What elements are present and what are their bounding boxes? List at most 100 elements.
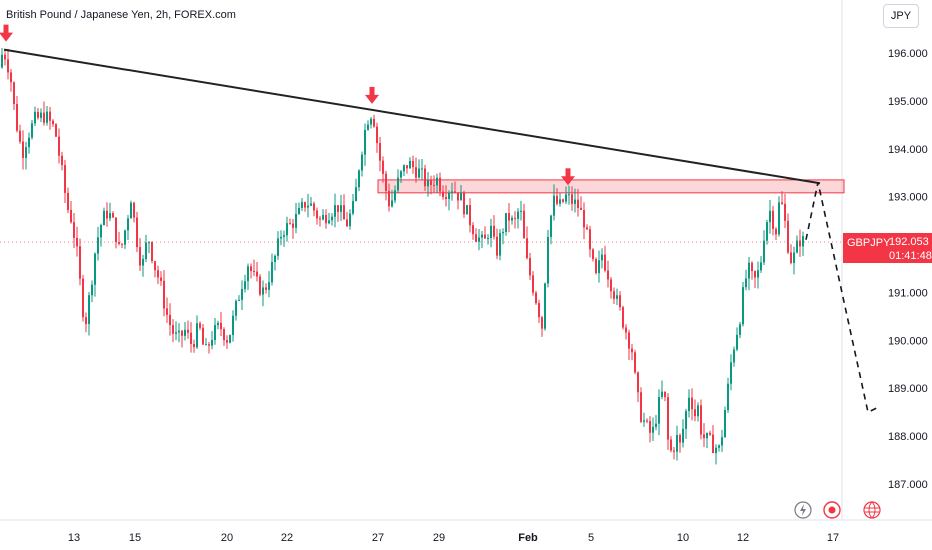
candle-body	[553, 195, 555, 216]
candle-body	[328, 220, 330, 224]
candle-body	[592, 249, 594, 260]
candle-body	[634, 352, 636, 373]
candle-body	[52, 120, 54, 125]
arrow-head	[561, 176, 575, 186]
candle-body	[568, 194, 570, 196]
candle-body	[472, 225, 474, 235]
candle-body	[403, 165, 405, 172]
trendline	[3, 48, 821, 185]
candle-body	[559, 199, 561, 204]
candle-body	[88, 295, 90, 325]
record-icon[interactable]	[822, 500, 842, 520]
price-tick-label: 191.000	[888, 287, 928, 299]
candle-body	[313, 203, 315, 211]
candle-body	[763, 240, 765, 263]
candle-body	[607, 270, 609, 280]
candle-body	[148, 242, 150, 244]
currency-button[interactable]: JPY	[883, 4, 919, 28]
globe-icon[interactable]	[862, 500, 882, 520]
candle-body	[67, 192, 69, 210]
candle-body	[547, 236, 549, 284]
candle-body	[487, 237, 489, 239]
price-tick-label: 194.000	[888, 144, 928, 156]
price-label-symbol: GBPJPY	[847, 237, 891, 249]
candle-body	[775, 228, 777, 235]
candle-body	[238, 299, 240, 301]
candle-body	[733, 349, 735, 363]
candle-body	[793, 252, 795, 263]
candle-body	[583, 209, 585, 228]
candle-body	[31, 123, 33, 138]
candle-body	[310, 203, 312, 206]
arrow-shaft	[565, 168, 571, 178]
candle-body	[205, 344, 207, 346]
candle-body	[532, 275, 534, 293]
candle-body	[301, 202, 303, 208]
candle-body	[730, 362, 732, 384]
candle-body	[565, 194, 567, 202]
candle-body	[511, 217, 513, 221]
time-tick-label: 17	[827, 532, 839, 544]
candle-body	[754, 271, 756, 278]
candle-body	[121, 243, 123, 245]
candle-body	[661, 391, 663, 397]
candle-body	[202, 327, 204, 345]
candle-body	[556, 195, 558, 204]
candle-body	[211, 340, 213, 346]
candle-body	[97, 237, 99, 254]
candle-body	[181, 330, 183, 336]
candle-body	[184, 329, 186, 336]
candle-body	[436, 177, 438, 186]
candle-body	[796, 240, 798, 253]
candle-body	[70, 209, 72, 223]
candles-layer	[1, 48, 804, 465]
candle-body	[703, 434, 705, 439]
candle-body	[163, 280, 165, 309]
candle-body	[187, 329, 189, 333]
candle-body	[85, 317, 87, 325]
candle-body	[757, 270, 759, 278]
candle-body	[28, 137, 30, 148]
candle-body	[265, 287, 267, 290]
lightning-icon[interactable]	[793, 500, 813, 520]
candle-body	[562, 199, 564, 202]
candle-body	[610, 279, 612, 292]
candle-body	[649, 421, 651, 433]
candle-body	[529, 258, 531, 276]
candle-body	[40, 112, 42, 118]
candle-body	[247, 266, 249, 282]
price-axis: 196.000195.000194.000193.000192.000191.0…	[888, 48, 928, 491]
candle-body	[157, 270, 159, 278]
candle-body	[259, 276, 261, 295]
candle-body	[514, 217, 516, 219]
candle-body	[217, 322, 219, 326]
candle-body	[589, 229, 591, 250]
candle-body	[409, 160, 411, 169]
candle-body	[544, 283, 546, 329]
candle-body	[646, 420, 648, 422]
arrow-head	[365, 94, 379, 104]
candle-body	[433, 184, 435, 186]
arrow-shaft	[369, 86, 375, 96]
time-tick-label: 27	[372, 532, 384, 544]
candle-body	[658, 396, 660, 424]
time-axis: 13 15 20 22 27 29 Feb 5 10 12 17	[68, 532, 839, 544]
candle-body	[466, 205, 468, 215]
candle-body	[799, 240, 801, 247]
candle-body	[391, 200, 393, 207]
candle-body	[412, 160, 414, 168]
candle-body	[382, 160, 384, 174]
candle-body	[118, 241, 120, 244]
price-tick-label: 187.000	[888, 479, 928, 491]
candle-body	[364, 129, 366, 155]
price-tick-label: 196.000	[888, 48, 928, 60]
time-tick-label: 12	[737, 532, 749, 544]
candle-body	[190, 332, 192, 345]
candle-body	[445, 196, 447, 199]
candle-body	[550, 215, 552, 237]
candle-body	[136, 217, 138, 248]
candle-body	[220, 322, 222, 330]
candle-body	[541, 317, 543, 329]
candle-body	[124, 230, 126, 245]
